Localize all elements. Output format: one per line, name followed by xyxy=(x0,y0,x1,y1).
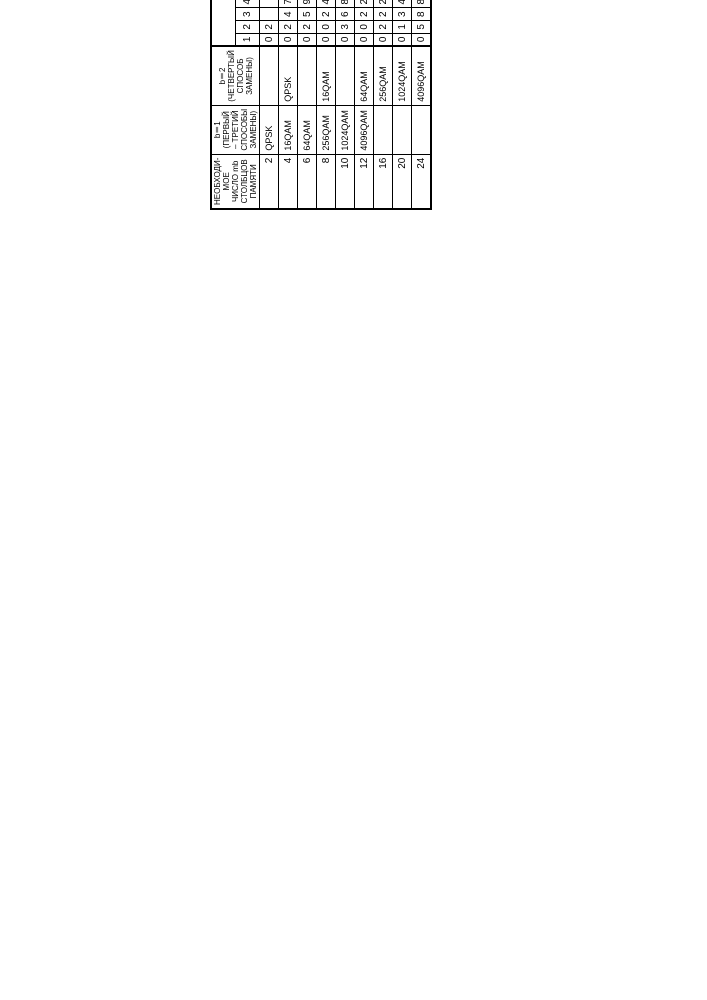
value-cell xyxy=(260,8,279,21)
b2-cell xyxy=(336,46,355,105)
value-cell: 9 xyxy=(298,0,317,8)
b2-cell: 1024QAM xyxy=(393,46,412,105)
mb-cell: 4 xyxy=(279,154,298,209)
value-cell: 2 xyxy=(298,21,317,34)
value-cell: 0 xyxy=(355,33,374,46)
mb-cell: 2 xyxy=(260,154,279,209)
value-cell: 1 xyxy=(393,21,412,34)
column-number: 3 xyxy=(236,8,260,21)
header-mb: НЕОБХОДИ-МОЕ ЧИСЛО mb СТОЛБЦОВ ПАМЯТИ xyxy=(211,154,260,209)
b2-cell xyxy=(260,46,279,105)
value-cell: 0 xyxy=(298,33,317,46)
value-cell: 2 xyxy=(355,0,374,8)
column-number: 2 xyxy=(236,21,260,34)
value-cell: 2 xyxy=(374,21,393,34)
mb-cell: 24 xyxy=(412,154,432,209)
value-cell: 5 xyxy=(412,21,432,34)
value-cell: 7 xyxy=(279,0,298,8)
mb-cell: 12 xyxy=(355,154,374,209)
b1-cell: QPSK xyxy=(260,105,279,154)
value-cell: 4 xyxy=(317,0,336,8)
value-cell: 3 xyxy=(336,21,355,34)
value-cell: 0 xyxy=(355,21,374,34)
b1-cell: 256QAM xyxy=(317,105,336,154)
value-cell: 0 xyxy=(279,33,298,46)
b1-cell: 4096QAM xyxy=(355,105,374,154)
b1-cell: 64QAM xyxy=(298,105,317,154)
value-cell: 0 xyxy=(412,33,432,46)
b1-cell xyxy=(374,105,393,154)
b2-cell xyxy=(298,46,317,105)
value-cell: 3 xyxy=(393,8,412,21)
column-twist-table: НЕОБХОДИ-МОЕ ЧИСЛО mb СТОЛБЦОВ ПАМЯТИ b＝… xyxy=(210,0,432,210)
mb-cell: 8 xyxy=(317,154,336,209)
value-cell: 8 xyxy=(412,8,432,21)
column-number: 1 xyxy=(236,33,260,46)
header-b2: b＝2 (ЧЕТВЕРТЫЙ СПОСОБ ЗАМЕНЫ) xyxy=(211,46,260,105)
value-cell: 4 xyxy=(393,0,412,8)
mb-cell: 6 xyxy=(298,154,317,209)
b1-cell: 16QAM xyxy=(279,105,298,154)
value-cell: 0 xyxy=(260,33,279,46)
table-container: НЕОБХОДИ-МОЕ ЧИСЛО mb СТОЛБЦОВ ПАМЯТИ b＝… xyxy=(210,0,432,210)
b1-cell xyxy=(393,105,412,154)
value-cell: 0 xyxy=(317,33,336,46)
header-position: ПОЗИЦИЯ НАЧАЛА ЗАПИСИ СООТВЕТСТВУЮЩИХ mb… xyxy=(211,0,236,46)
mb-cell: 16 xyxy=(374,154,393,209)
b2-cell: 16QAM xyxy=(317,46,336,105)
column-number: 4 xyxy=(236,0,260,8)
value-cell: 2 xyxy=(355,8,374,21)
value-cell: 0 xyxy=(374,33,393,46)
value-cell: 2 xyxy=(374,8,393,21)
value-cell: 0 xyxy=(317,21,336,34)
value-cell: 2 xyxy=(374,0,393,8)
mb-cell: 20 xyxy=(393,154,412,209)
b1-cell xyxy=(412,105,432,154)
value-cell: 6 xyxy=(336,8,355,21)
mb-cell: 10 xyxy=(336,154,355,209)
value-cell: 8 xyxy=(336,0,355,8)
value-cell: 0 xyxy=(336,33,355,46)
value-cell: 0 xyxy=(393,33,412,46)
value-cell: 8 xyxy=(412,0,432,8)
b1-cell: 1024QAM xyxy=(336,105,355,154)
value-cell: 4 xyxy=(279,8,298,21)
b2-cell: QPSK xyxy=(279,46,298,105)
value-cell: 5 xyxy=(298,8,317,21)
value-cell: 2 xyxy=(260,21,279,34)
value-cell: 2 xyxy=(279,21,298,34)
value-cell: 2 xyxy=(317,8,336,21)
b2-cell: 4096QAM xyxy=(412,46,432,105)
b2-cell: 256QAM xyxy=(374,46,393,105)
header-b1: b＝1 (ПЕРВЫЙ – ТРЕТИЙ СПОСОБЫ ЗАМЕНЫ) xyxy=(211,105,260,154)
value-cell xyxy=(260,0,279,8)
b2-cell: 64QAM xyxy=(355,46,374,105)
